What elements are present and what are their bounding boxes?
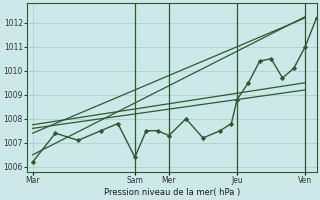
X-axis label: Pression niveau de la mer( hPa ): Pression niveau de la mer( hPa ) <box>104 188 240 197</box>
